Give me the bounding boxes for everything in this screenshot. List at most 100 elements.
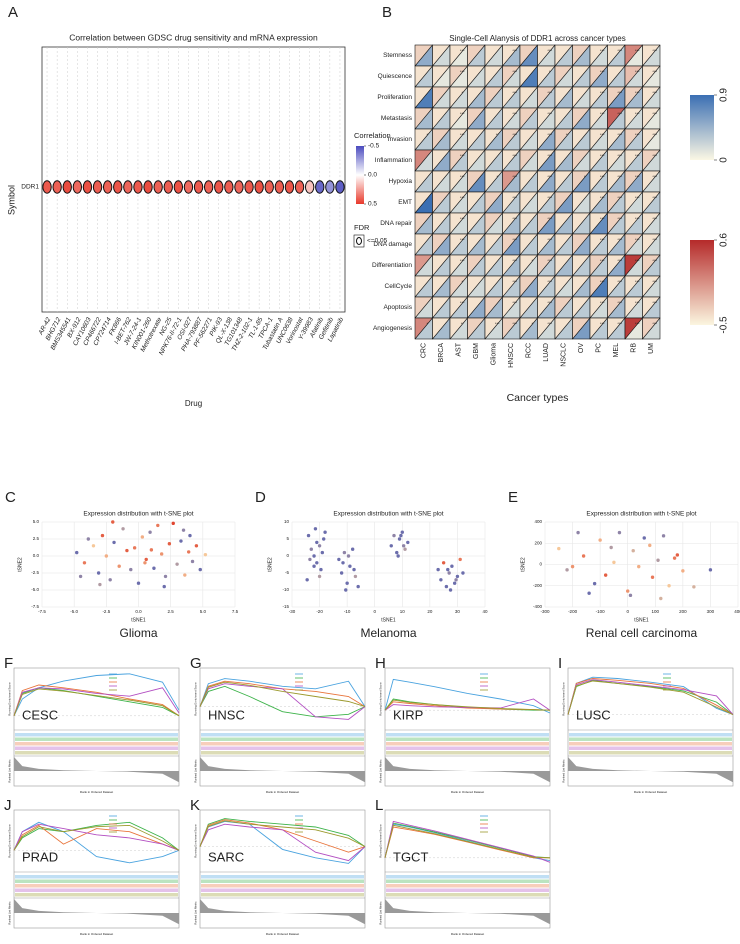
significance: *** <box>460 48 465 53</box>
point <box>352 567 356 572</box>
hit-band <box>386 884 549 888</box>
point <box>82 561 87 565</box>
cell-diagonal <box>467 170 486 193</box>
point <box>117 564 121 568</box>
cell-diagonal <box>572 86 591 109</box>
x-axis-title: Rank in Ordered Dataset <box>266 790 299 794</box>
significance: *** <box>460 237 465 242</box>
es-line <box>13 688 180 717</box>
cell-diagonal <box>589 317 608 340</box>
es-frame <box>199 667 366 787</box>
cell-diagonal <box>484 191 503 214</box>
cell-diagonal <box>589 275 608 298</box>
point <box>399 533 403 538</box>
cell-diagonal <box>572 128 591 151</box>
row-label: DDR1 <box>21 184 39 191</box>
size-legend-label: <=0.05 <box>367 238 388 245</box>
es-line <box>199 680 366 707</box>
cell-diagonal <box>554 191 573 214</box>
significance: *** <box>547 111 552 116</box>
cell-diagonal <box>554 170 573 193</box>
es-line <box>199 818 366 847</box>
cell-diagonal <box>554 296 573 319</box>
hit-band <box>569 751 732 755</box>
cell-diagonal <box>432 86 451 109</box>
point <box>447 571 451 575</box>
panel-letter: D <box>255 489 266 506</box>
point <box>708 568 713 572</box>
point <box>312 564 316 568</box>
y-tick-label: 0 <box>539 562 542 567</box>
metric-axis-title: Ranked List Metric <box>194 901 198 925</box>
cell-diagonal <box>502 212 521 235</box>
cell-diagonal <box>467 86 486 109</box>
significance: *** <box>652 90 657 95</box>
cell-diagonal <box>414 149 433 172</box>
y-tick-label: 10 <box>284 519 290 524</box>
cell-diagonal <box>467 317 486 340</box>
legend-title: Correlation <box>354 131 391 140</box>
cell-diagonal <box>449 212 468 235</box>
cell-diagonal <box>467 212 486 235</box>
cell-diagonal <box>572 65 591 88</box>
es-line <box>13 821 180 851</box>
cell-diagonal <box>414 212 433 235</box>
dot <box>315 180 325 194</box>
point <box>112 540 116 545</box>
significance: *** <box>600 195 605 200</box>
point <box>341 561 345 565</box>
point <box>450 564 454 568</box>
x-tick-label: 2.5 <box>168 609 175 614</box>
x-tick-label: OV <box>578 343 585 353</box>
point <box>315 540 319 545</box>
y-axis-title: Running Enrichment Score <box>8 682 12 716</box>
significance: * <box>531 321 533 326</box>
metric-area <box>14 757 179 783</box>
significance: *** <box>617 111 622 116</box>
cell-diagonal <box>607 107 626 130</box>
significance: * <box>531 258 533 263</box>
point <box>78 574 83 579</box>
cell-diagonal <box>519 149 538 172</box>
cell-diagonal <box>537 170 556 193</box>
y-tick-label: -2.5 <box>31 570 39 575</box>
panel-letter: B <box>382 4 392 21</box>
legend-tick-label: 0.9 <box>719 88 730 102</box>
es-line <box>384 678 551 714</box>
cell-diagonal <box>519 275 538 298</box>
x-tick-label: 0 <box>626 609 629 614</box>
cell-diagonal <box>607 275 626 298</box>
cell-diagonal <box>502 149 521 172</box>
point <box>672 556 677 560</box>
hit-band <box>201 875 364 879</box>
cell-diagonal <box>502 44 521 67</box>
point <box>319 567 323 572</box>
chart-title: Expression distribution with t-SNE plot <box>586 511 696 518</box>
es-line <box>13 824 180 851</box>
dot <box>42 180 52 194</box>
point <box>628 593 633 598</box>
gsea-label: PRAD <box>22 849 58 864</box>
legend-tick-label: 0.5 <box>368 201 377 208</box>
point <box>656 558 660 562</box>
significance: *** <box>512 48 517 53</box>
cell-diagonal <box>502 317 521 340</box>
significance: *** <box>460 69 465 74</box>
point <box>152 566 156 570</box>
legend-tick-label: 0.6 <box>719 233 730 247</box>
metric-area <box>14 899 179 925</box>
significance: *** <box>600 111 605 116</box>
cell-diagonal <box>572 149 591 172</box>
es-line <box>384 699 551 711</box>
point <box>167 542 172 546</box>
cell-diagonal <box>589 149 608 172</box>
significance: *** <box>635 69 640 74</box>
cell-diagonal <box>554 212 573 235</box>
cell-diagonal <box>502 254 521 277</box>
x-axis-title: tSNE1 <box>131 617 146 623</box>
significance: *** <box>652 321 657 326</box>
cell-diagonal <box>432 191 451 214</box>
cell-diagonal <box>642 65 661 88</box>
y-tick-label: -7.5 <box>31 604 39 609</box>
point <box>406 540 410 545</box>
